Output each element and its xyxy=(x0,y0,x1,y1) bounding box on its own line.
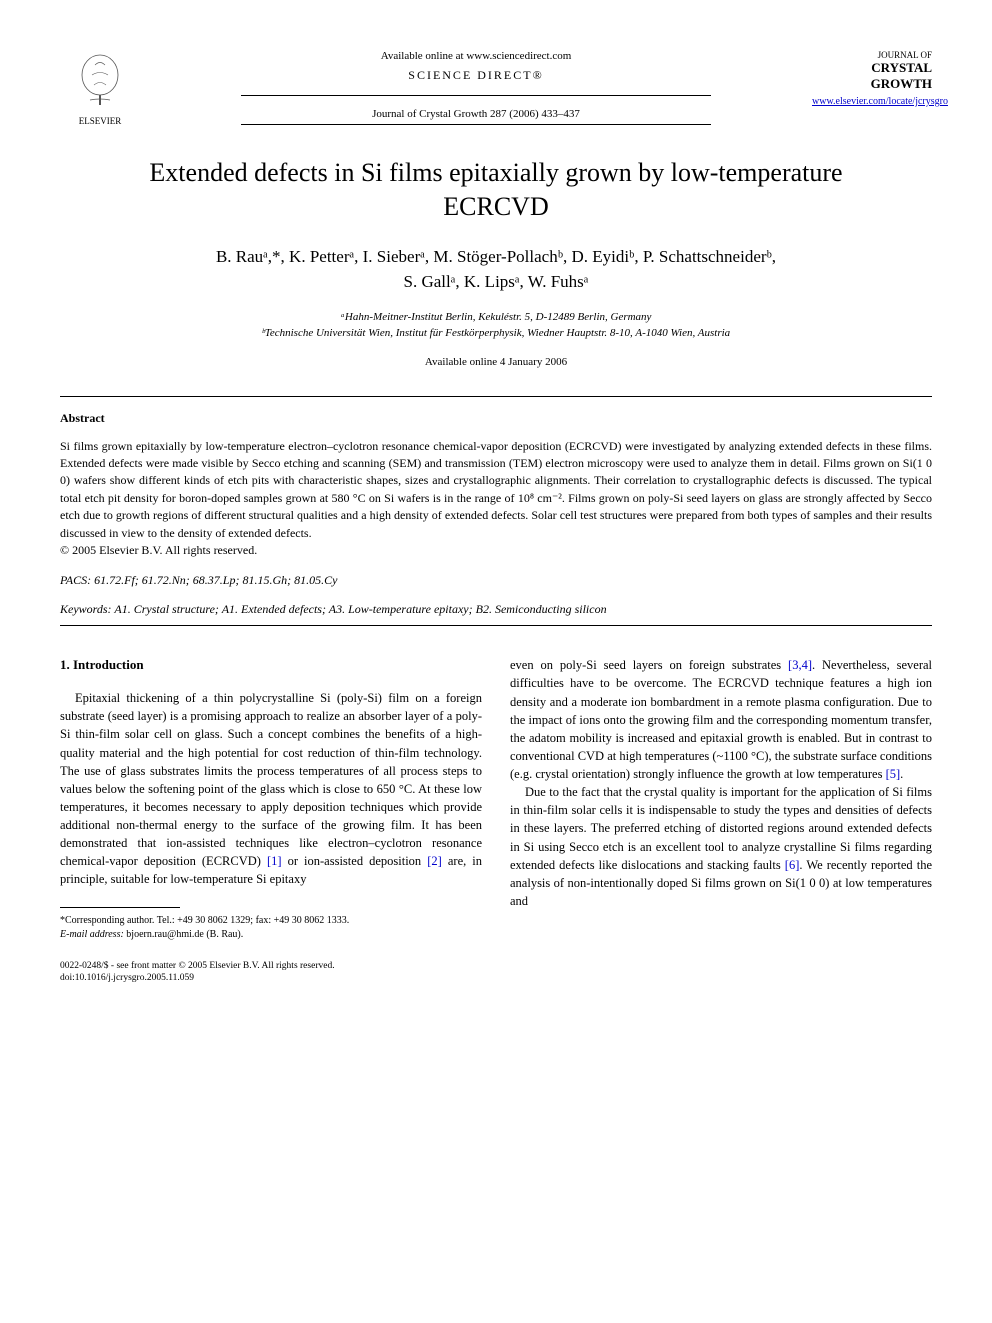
header-rule-bottom xyxy=(241,124,711,125)
date-online: Available online 4 January 2006 xyxy=(60,356,932,368)
header-rule-top xyxy=(241,95,711,96)
journal-logo: JOURNAL OF CRYSTAL GROWTH www.elsevier.c… xyxy=(812,50,932,107)
journal-name: CRYSTAL GROWTH xyxy=(812,60,932,92)
intro-paragraph-1: Epitaxial thickening of a thin polycryst… xyxy=(60,689,482,888)
affiliations: ᵃHahn-Meitner-Institut Berlin, Kekuléstr… xyxy=(60,309,932,342)
elsevier-tree-icon xyxy=(70,50,130,110)
ref-1[interactable]: [1] xyxy=(267,854,282,868)
ref-6[interactable]: [6] xyxy=(785,858,800,872)
keywords-text: A1. Crystal structure; A1. Extended defe… xyxy=(114,602,606,616)
authors-line-2: S. Gallᵃ, K. Lipsᵃ, W. Fuhsᵃ xyxy=(404,272,589,291)
journal-reference: Journal of Crystal Growth 287 (2006) 433… xyxy=(140,108,812,120)
science-direct-logo: SCIENCE DIRECT® xyxy=(140,68,812,83)
footnote-separator xyxy=(60,907,180,908)
corresponding-author: *Corresponding author. Tel.: +49 30 8062… xyxy=(60,914,482,928)
pacs-label: PACS: xyxy=(60,573,91,587)
ref-3-4[interactable]: [3,4] xyxy=(788,658,812,672)
page-footer: 0022-0248/$ - see front matter © 2005 El… xyxy=(60,960,932,985)
intro-paragraph-1-cont: even on poly-Si seed layers on foreign s… xyxy=(510,656,932,783)
journal-link[interactable]: www.elsevier.com/locate/jcrysgro xyxy=(812,96,932,107)
footer-issn: 0022-0248/$ - see front matter © 2005 El… xyxy=(60,960,932,972)
ref-5[interactable]: [5] xyxy=(886,767,901,781)
ref-2[interactable]: [2] xyxy=(427,854,442,868)
copyright-line: © 2005 Elsevier B.V. All rights reserved… xyxy=(60,543,257,557)
email-address: bjoern.rau@hmi.de (B. Rau). xyxy=(126,929,243,940)
elsevier-logo: ELSEVIER xyxy=(60,50,140,126)
section-1-heading: 1. Introduction xyxy=(60,656,482,675)
keywords-label: Keywords: xyxy=(60,602,112,616)
elsevier-text: ELSEVIER xyxy=(60,116,140,126)
pacs-line: PACS: 61.72.Ff; 61.72.Nn; 68.37.Lp; 81.1… xyxy=(60,573,932,588)
authors-line-1: B. Rauᵃ,*, K. Petterᵃ, I. Sieberᵃ, M. St… xyxy=(216,247,776,266)
journal-of-text: JOURNAL OF xyxy=(812,50,932,60)
column-left: 1. Introduction Epitaxial thickening of … xyxy=(60,656,482,941)
keywords-line: Keywords: A1. Crystal structure; A1. Ext… xyxy=(60,602,932,617)
available-online-text: Available online at www.sciencedirect.co… xyxy=(140,50,812,62)
abstract-text: Si films grown epitaxially by low-temper… xyxy=(60,438,932,560)
body-columns: 1. Introduction Epitaxial thickening of … xyxy=(60,656,932,941)
footnote-block: *Corresponding author. Tel.: +49 30 8062… xyxy=(60,914,482,942)
intro-paragraph-2: Due to the fact that the crystal quality… xyxy=(510,783,932,910)
affiliation-a: ᵃHahn-Meitner-Institut Berlin, Kekuléstr… xyxy=(60,309,932,326)
email-label: E-mail address: xyxy=(60,929,124,940)
header: ELSEVIER Available online at www.science… xyxy=(60,50,932,126)
pacs-codes: 61.72.Ff; 61.72.Nn; 68.37.Lp; 81.15.Gh; … xyxy=(94,573,337,587)
footer-doi: doi:10.1016/j.jcrysgro.2005.11.059 xyxy=(60,972,932,984)
abstract-rule-top xyxy=(60,396,932,397)
header-center: Available online at www.sciencedirect.co… xyxy=(140,50,812,125)
column-right: even on poly-Si seed layers on foreign s… xyxy=(510,656,932,941)
abstract-label: Abstract xyxy=(60,411,932,426)
authors: B. Rauᵃ,*, K. Petterᵃ, I. Sieberᵃ, M. St… xyxy=(60,244,932,295)
article-title: Extended defects in Si films epitaxially… xyxy=(100,156,892,224)
affiliation-b: ᵇTechnische Universität Wien, Institut f… xyxy=(60,325,932,342)
abstract-rule-bottom xyxy=(60,625,932,626)
